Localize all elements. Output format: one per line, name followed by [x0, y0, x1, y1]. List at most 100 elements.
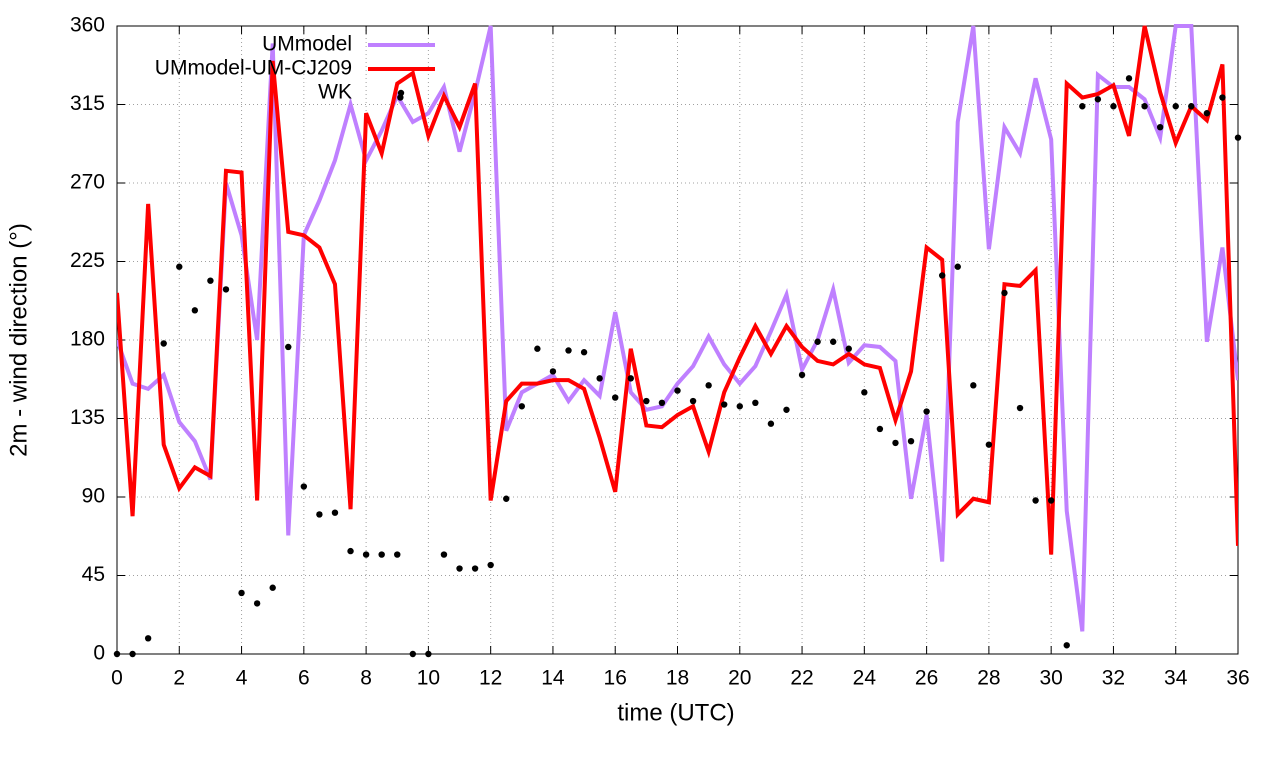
data-point — [970, 382, 977, 389]
data-point — [627, 375, 634, 382]
y-tick-label: 225 — [70, 249, 105, 272]
data-point — [1110, 103, 1117, 110]
legend-label: UMmodel — [262, 33, 352, 56]
x-tick-label: 4 — [236, 667, 248, 690]
x-tick-label: 12 — [479, 667, 502, 690]
x-tick-label: 14 — [541, 667, 565, 690]
data-point — [191, 307, 199, 314]
y-tick-label: 270 — [70, 171, 105, 194]
x-tick-label: 28 — [977, 667, 1000, 690]
data-point — [1172, 103, 1179, 110]
y-tick-label: 180 — [70, 328, 105, 351]
y-tick-label: 45 — [82, 563, 105, 586]
data-point — [596, 375, 603, 382]
legend-label: UMmodel-UM-CJ209 — [155, 57, 352, 80]
data-point — [580, 349, 588, 356]
y-tick-label: 135 — [70, 406, 105, 429]
data-point — [814, 338, 821, 345]
data-point — [207, 277, 214, 284]
x-tick-label: 34 — [1164, 667, 1188, 690]
data-point — [394, 551, 401, 558]
data-point — [440, 551, 448, 558]
data-point — [721, 401, 728, 408]
y-tick-label: 315 — [70, 92, 105, 115]
x-tick-label: 2 — [173, 667, 185, 690]
data-point — [1188, 103, 1195, 110]
data-point — [471, 565, 479, 572]
legend-marker — [397, 89, 405, 97]
y-tick-label: 360 — [70, 14, 105, 37]
data-point — [347, 547, 354, 555]
data-point — [689, 397, 697, 405]
data-point — [565, 347, 572, 354]
x-tick-label: 22 — [790, 667, 813, 690]
data-point — [923, 408, 930, 415]
data-point — [1063, 642, 1070, 649]
x-tick-label: 26 — [915, 667, 938, 690]
data-point — [425, 650, 432, 658]
data-point — [1032, 497, 1039, 504]
data-point — [705, 382, 712, 389]
data-point — [861, 389, 868, 396]
data-point — [300, 483, 308, 490]
data-point — [876, 425, 884, 433]
y-axis-label: 2m - wind direction (°) — [5, 223, 32, 457]
x-tick-label: 18 — [666, 667, 689, 690]
data-point — [503, 495, 510, 502]
data-point — [767, 420, 775, 427]
data-point — [892, 439, 899, 447]
data-point — [487, 561, 494, 569]
y-tick-label: 0 — [93, 642, 105, 665]
data-point — [1016, 404, 1024, 412]
data-point — [783, 406, 790, 413]
data-point — [798, 371, 806, 379]
data-point — [1001, 289, 1008, 297]
data-point — [331, 509, 339, 516]
data-point — [160, 340, 167, 347]
data-point — [954, 263, 961, 270]
data-point — [253, 600, 261, 607]
data-point — [549, 368, 557, 375]
x-tick-label: 32 — [1102, 667, 1125, 690]
data-point — [752, 399, 759, 406]
data-point — [362, 551, 370, 558]
data-point — [1219, 94, 1226, 101]
data-point — [456, 565, 463, 572]
x-tick-label: 0 — [111, 667, 123, 690]
data-point — [674, 387, 681, 394]
data-line — [117, 25, 1238, 555]
x-tick-label: 36 — [1226, 667, 1249, 690]
x-tick-label: 30 — [1039, 667, 1062, 690]
data-point — [269, 584, 276, 591]
data-point — [518, 403, 526, 410]
data-point — [129, 650, 136, 658]
x-tick-label: 20 — [728, 667, 751, 690]
legend-label: WK — [318, 81, 352, 104]
data-point — [144, 635, 152, 642]
data-point — [238, 589, 245, 597]
data-point — [1234, 134, 1242, 141]
data-point — [1125, 75, 1133, 82]
data-line — [117, 24, 1238, 632]
y-tick-label: 90 — [82, 485, 105, 508]
data-point — [409, 650, 417, 658]
data-point — [1141, 103, 1148, 110]
data-point — [829, 338, 837, 345]
data-point — [938, 272, 946, 279]
x-tick-label: 10 — [417, 667, 440, 690]
data-point — [176, 263, 183, 270]
x-tick-label: 16 — [604, 667, 627, 690]
data-point — [113, 650, 121, 658]
data-point — [378, 551, 385, 558]
data-point — [316, 511, 323, 518]
data-point — [1156, 123, 1164, 131]
data-point — [1094, 96, 1102, 103]
data-point — [534, 345, 541, 352]
data-point — [612, 394, 619, 401]
data-point — [1079, 103, 1086, 110]
data-point — [285, 343, 292, 351]
data-point — [985, 441, 993, 448]
x-tick-label: 8 — [360, 667, 372, 690]
data-point — [643, 397, 650, 405]
